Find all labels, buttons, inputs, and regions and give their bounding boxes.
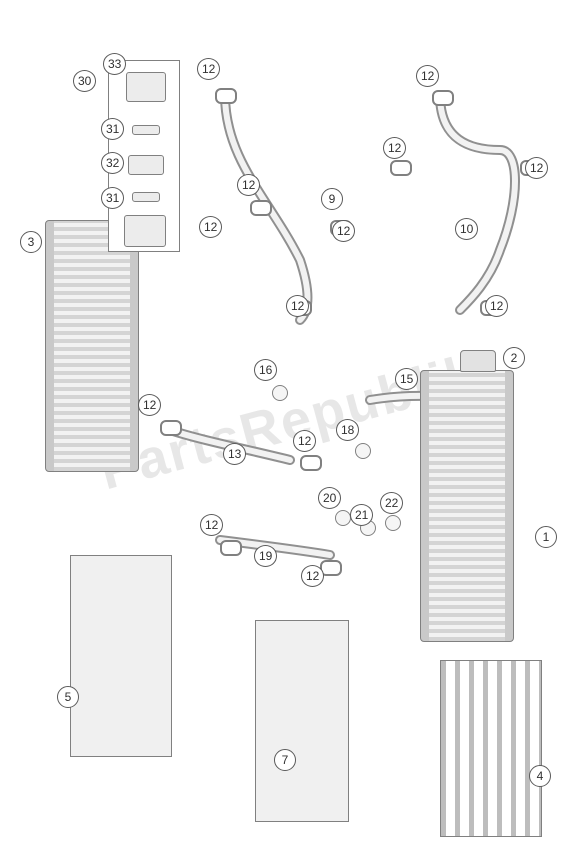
guard-center: [255, 620, 349, 822]
housing-30: [124, 215, 166, 247]
hose-clamp-10: [220, 540, 242, 556]
callout-9: 9: [321, 188, 343, 210]
seal-31a: [132, 125, 160, 135]
guard-left: [70, 555, 172, 757]
part-20: [335, 510, 351, 526]
thermostat-32: [128, 155, 164, 175]
callout-3: 3: [20, 231, 42, 253]
hose-clamp-8: [160, 420, 182, 436]
part-18: [355, 443, 371, 459]
hose-clamp-9: [300, 455, 322, 471]
hose-clamp-4: [390, 160, 412, 176]
seal-31b: [132, 192, 160, 202]
part-22: [385, 515, 401, 531]
callout-1: 1: [535, 526, 557, 548]
grille-right: [440, 660, 542, 837]
callout-4: 4: [529, 765, 551, 787]
callout-5: 5: [57, 686, 79, 708]
cap-33: [126, 72, 166, 102]
hose-10: [440, 95, 515, 310]
radiator-cap: [460, 350, 496, 372]
hose-clamp-1: [432, 90, 454, 106]
radiator-left: [45, 220, 139, 472]
radiator-right: [420, 370, 514, 642]
cooling-system-diagram: PartsRepublik 12345791012121212121212121…: [0, 0, 578, 844]
hose-clamp-2: [250, 200, 272, 216]
callout-2: 2: [503, 347, 525, 369]
part-16: [272, 385, 288, 401]
hose-clamp-0: [215, 88, 237, 104]
callout-7: 7: [274, 749, 296, 771]
